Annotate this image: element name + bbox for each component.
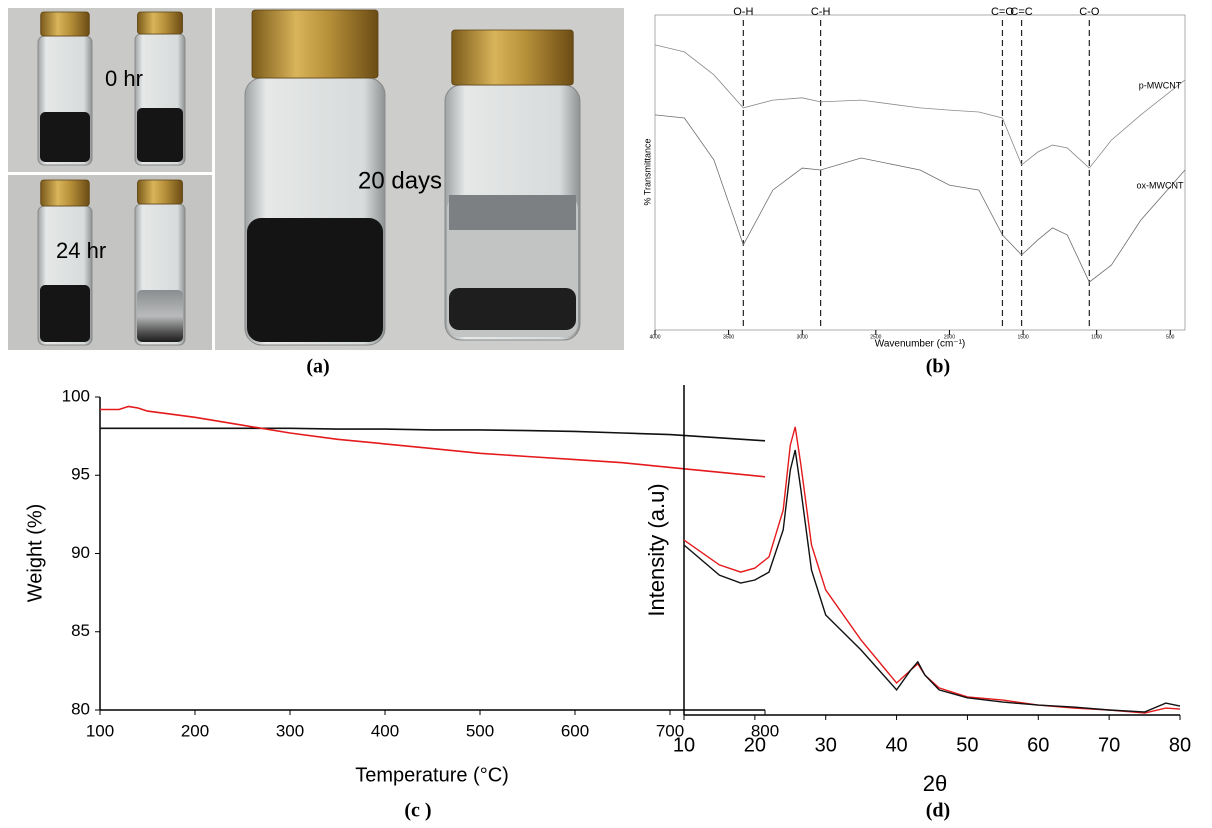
x-tick-label: 70	[1098, 734, 1120, 756]
x-tick-label: 500	[466, 721, 494, 740]
x-tick-label: 1500	[1017, 334, 1028, 340]
data-line	[683, 449, 1181, 713]
y-axis-label: Weight (%)	[24, 504, 46, 603]
x-tick-label: 3500	[723, 334, 734, 340]
bottle-cap	[40, 179, 90, 207]
peak-label: C=C	[1010, 6, 1032, 18]
bottle-cap	[137, 11, 183, 35]
liquid	[40, 285, 90, 342]
bottle-cap	[40, 11, 90, 37]
x-axis-label: Wavenumber (cm⁻¹)	[875, 339, 965, 350]
liquid	[247, 218, 383, 342]
data-line	[683, 426, 1181, 714]
y-tick-label: 85	[71, 621, 90, 640]
plot-frame	[654, 14, 1186, 331]
x-tick-label: 100	[86, 721, 114, 740]
data-line	[654, 114, 1186, 283]
y-tick-label: 95	[71, 465, 90, 484]
x-tick-label: 300	[276, 721, 304, 740]
x-tick-label: 400	[371, 721, 399, 740]
caption: (c )	[404, 800, 431, 822]
x-tick-label: 30	[815, 734, 837, 756]
x-tick-label: 700	[656, 721, 684, 740]
peak-label: C-O	[1079, 6, 1100, 18]
data-line	[100, 405, 766, 478]
sediment	[449, 195, 576, 230]
x-axis-label: Temperature (°C)	[355, 764, 509, 786]
caption: (a)	[306, 356, 329, 378]
x-tick-label: 60	[1027, 734, 1049, 756]
data-line	[654, 44, 1186, 169]
liquid	[40, 112, 90, 162]
y-tick-label: 100	[62, 386, 90, 405]
bottle-cap	[451, 29, 574, 86]
photo	[8, 8, 624, 350]
photo-label: 0 hr	[105, 66, 143, 91]
x-tick-label: 50	[956, 734, 978, 756]
photo-label: 24 hr	[56, 238, 106, 263]
x-tick-label: 40	[885, 734, 907, 756]
x-tick-label: 1000	[1091, 334, 1102, 340]
bottle-cap	[137, 179, 183, 205]
x-tick-label: 10	[673, 734, 695, 756]
x-tick-label: 4000	[649, 334, 660, 340]
x-tick-label: 600	[561, 721, 589, 740]
x-tick-label: 20	[744, 734, 766, 756]
peak-label: O-H	[733, 6, 753, 18]
x-tick-label: 200	[181, 721, 209, 740]
y-axis-label: % Transmittance	[642, 138, 652, 205]
x-tick-label: 3000	[797, 334, 808, 340]
caption: (d)	[926, 800, 950, 822]
x-tick-label: 2500	[870, 334, 881, 340]
sediment	[449, 288, 576, 330]
x-tick-label: 2000	[944, 334, 955, 340]
liquid	[137, 108, 183, 162]
x-tick-label: 80	[1169, 734, 1191, 756]
caption: (b)	[926, 356, 950, 378]
series-label: ox-MWCNT	[1137, 180, 1184, 190]
bottle-cap	[251, 9, 379, 79]
x-axis-label: 2θ	[923, 771, 947, 796]
data-line	[100, 427, 766, 442]
peak-label: C-H	[811, 6, 831, 18]
y-tick-label: 80	[71, 699, 90, 718]
y-tick-label: 90	[71, 543, 90, 562]
x-tick-label: 500	[1166, 334, 1175, 340]
photo-label: 20 days	[358, 167, 442, 194]
y-axis-label: Intensity (a.u)	[644, 483, 669, 616]
series-label: p-MWCNT	[1139, 80, 1182, 90]
peak-label: C=O	[991, 6, 1014, 18]
x-tick-label: 800	[751, 721, 779, 740]
liquid	[137, 290, 183, 342]
